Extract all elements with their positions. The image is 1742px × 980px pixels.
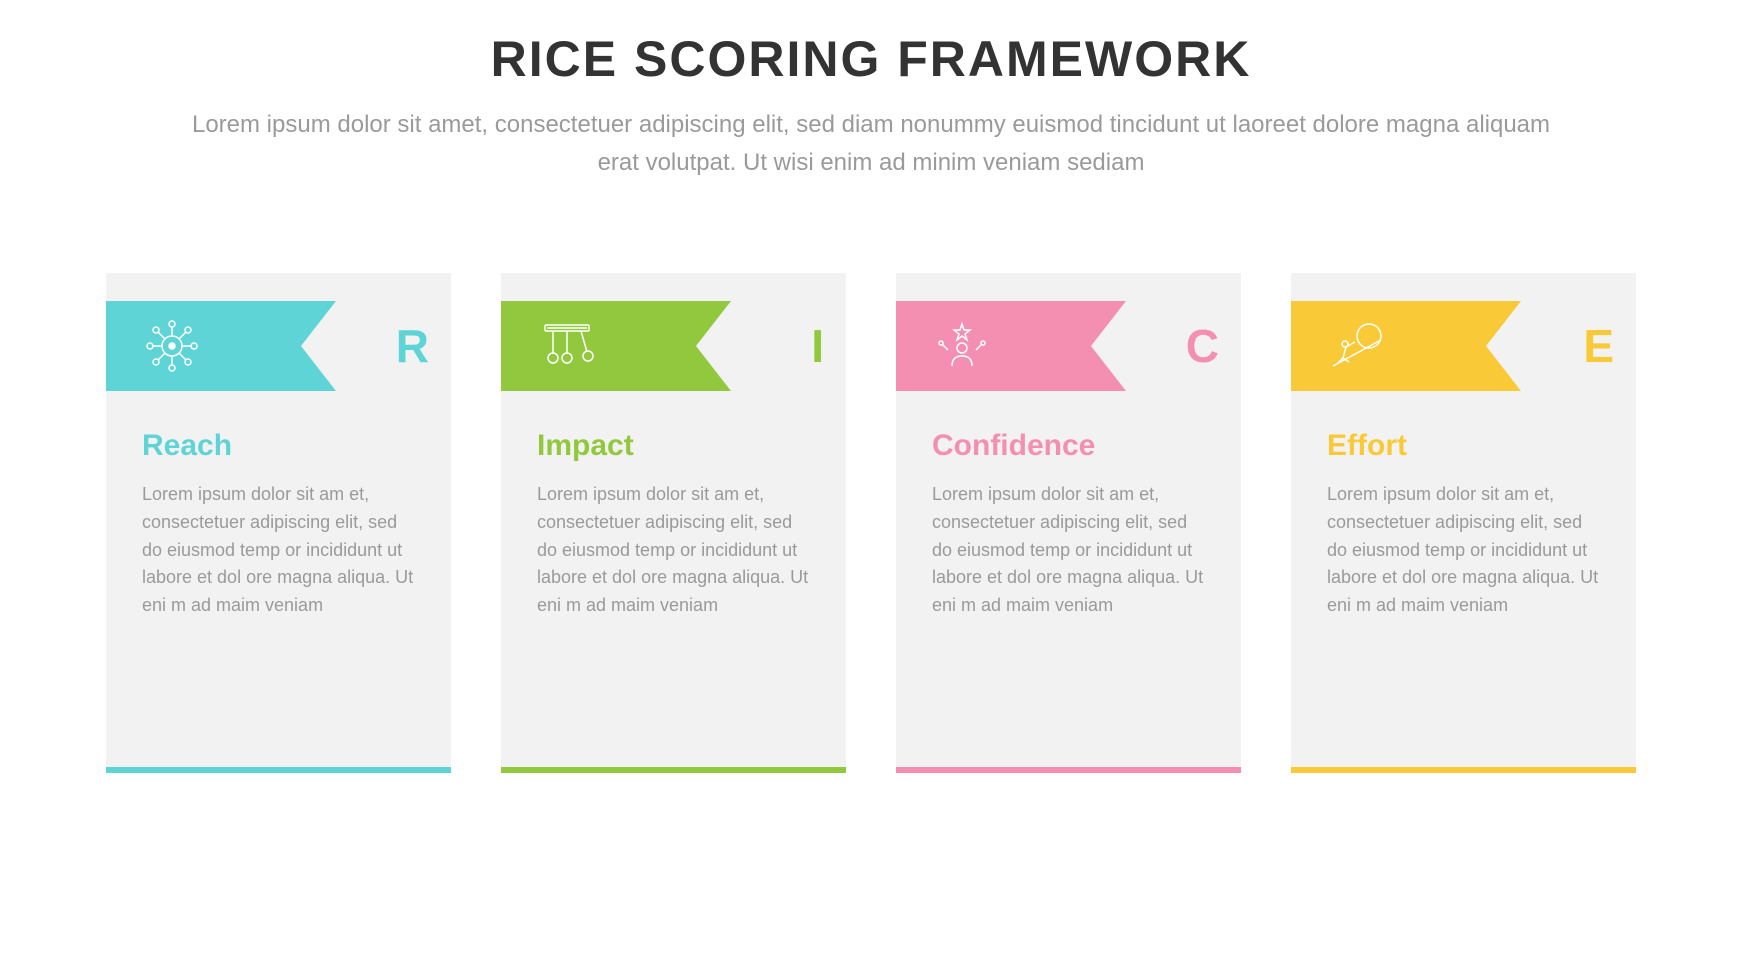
- letter-effort: E: [1583, 319, 1614, 373]
- card-desc-impact: Lorem ipsum dolor sit am et, consectetue…: [537, 481, 810, 620]
- ribbon-shape: [106, 301, 336, 391]
- ribbon-effort: [1291, 301, 1521, 391]
- ribbon-shape: [1291, 301, 1521, 391]
- ribbon-confidence: [896, 301, 1126, 391]
- card-desc-confidence: Lorem ipsum dolor sit am et, consectetue…: [932, 481, 1205, 620]
- bottom-bar-confidence: [896, 767, 1241, 773]
- bottom-bar-reach: [106, 767, 451, 773]
- bottom-bar-impact: [501, 767, 846, 773]
- page-title: RICE SCORING FRAMEWORK: [60, 30, 1682, 88]
- card-effort: E Effort Lorem ipsum dolor sit am et, co…: [1291, 273, 1636, 773]
- card-content: Confidence Lorem ipsum dolor sit am et, …: [896, 391, 1241, 620]
- ribbon-row: E: [1291, 301, 1636, 391]
- cards-container: R Reach Lorem ipsum dolor sit am et, con…: [60, 273, 1682, 773]
- card-title-reach: Reach: [142, 429, 415, 463]
- card-reach: R Reach Lorem ipsum dolor sit am et, con…: [106, 273, 451, 773]
- letter-reach: R: [396, 319, 429, 373]
- card-title-impact: Impact: [537, 429, 810, 463]
- star-person-icon: [934, 318, 990, 374]
- ribbon-impact: [501, 301, 731, 391]
- header: RICE SCORING FRAMEWORK Lorem ipsum dolor…: [60, 30, 1682, 183]
- ribbon-reach: [106, 301, 336, 391]
- pendulum-icon: [539, 318, 595, 374]
- bottom-bar-effort: [1291, 767, 1636, 773]
- card-confidence: C Confidence Lorem ipsum dolor sit am et…: [896, 273, 1241, 773]
- card-title-confidence: Confidence: [932, 429, 1205, 463]
- card-content: Reach Lorem ipsum dolor sit am et, conse…: [106, 391, 451, 620]
- card-impact: I Impact Lorem ipsum dolor sit am et, co…: [501, 273, 846, 773]
- card-content: Effort Lorem ipsum dolor sit am et, cons…: [1291, 391, 1636, 620]
- card-title-effort: Effort: [1327, 429, 1600, 463]
- network-icon: [144, 318, 200, 374]
- card-content: Impact Lorem ipsum dolor sit am et, cons…: [501, 391, 846, 620]
- ribbon-row: C: [896, 301, 1241, 391]
- letter-confidence: C: [1186, 319, 1219, 373]
- ribbon-shape: [896, 301, 1126, 391]
- ribbon-shape: [501, 301, 731, 391]
- card-desc-effort: Lorem ipsum dolor sit am et, consectetue…: [1327, 481, 1600, 620]
- ribbon-row: I: [501, 301, 846, 391]
- ribbon-row: R: [106, 301, 451, 391]
- card-desc-reach: Lorem ipsum dolor sit am et, consectetue…: [142, 481, 415, 620]
- page-subtitle: Lorem ipsum dolor sit amet, consectetuer…: [171, 106, 1571, 183]
- push-boulder-icon: [1329, 318, 1385, 374]
- letter-impact: I: [811, 319, 824, 373]
